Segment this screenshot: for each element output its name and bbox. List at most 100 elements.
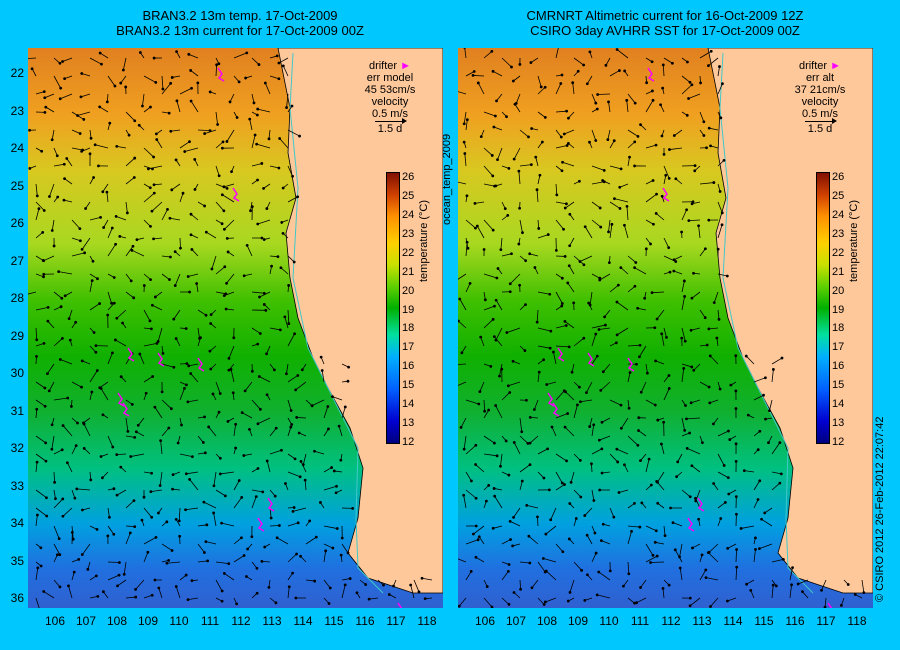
longitude-tick: 107 <box>75 614 97 628</box>
current-vector-head <box>61 60 64 63</box>
current-vector-head <box>94 350 98 354</box>
current-vector-head <box>42 209 46 212</box>
current-vector-head <box>151 375 155 378</box>
current-vector-head <box>184 327 188 330</box>
current-vector-head <box>215 63 219 67</box>
current-vector <box>634 267 647 275</box>
current-vector-head <box>43 386 47 390</box>
current-vector-head <box>140 518 144 522</box>
longitude-tick: 106 <box>474 614 496 628</box>
current-vector-head <box>791 566 794 570</box>
current-vector <box>626 206 629 221</box>
current-vector-head <box>255 142 259 146</box>
left-title-line1: BRAN3.2 13m temp. 17-Oct-2009 <box>142 8 338 23</box>
current-vector-head <box>115 453 119 457</box>
current-vector-head <box>458 604 461 608</box>
current-vector <box>35 399 46 407</box>
current-vector-head <box>715 336 719 340</box>
current-vector <box>323 467 332 473</box>
current-vector <box>143 192 155 203</box>
current-vector-head <box>565 202 568 206</box>
current-vector-head <box>265 207 269 210</box>
current-vector <box>35 91 45 95</box>
current-vector <box>555 345 570 348</box>
current-vector <box>626 100 629 113</box>
current-vector <box>537 561 546 573</box>
current-vector <box>616 49 629 59</box>
current-vector-head <box>462 140 466 144</box>
current-vector <box>519 219 523 233</box>
current-vector-head <box>465 240 469 244</box>
current-vector-head <box>577 179 581 183</box>
current-vector-head <box>253 133 257 137</box>
current-vector-head <box>228 100 232 104</box>
right-longitude-axis: 106 107 108 109 110 111 112 113 114 115 116 117 118 <box>458 614 873 630</box>
current-vector <box>555 390 565 401</box>
current-vector <box>459 298 467 311</box>
current-vector <box>465 471 472 482</box>
current-vector-head <box>281 64 285 68</box>
current-vector <box>537 111 546 118</box>
current-vector <box>323 406 329 419</box>
current-vector <box>287 586 290 599</box>
longitude-tick: 107 <box>505 614 527 628</box>
drifter-track <box>217 67 225 82</box>
current-vector-head <box>599 388 603 392</box>
current-vector-head <box>688 80 692 84</box>
current-vector-head <box>80 553 84 556</box>
current-vector <box>717 453 725 466</box>
current-vector-head <box>616 283 620 287</box>
current-vector-head <box>209 313 213 316</box>
current-vector-head <box>697 517 701 521</box>
current-vector-head <box>88 152 92 156</box>
current-vector-head <box>275 536 279 540</box>
current-vector <box>125 596 136 599</box>
current-vector-head <box>615 447 619 451</box>
current-vector <box>570 471 575 483</box>
current-vector-head <box>463 152 467 155</box>
current-vector-head <box>56 195 60 199</box>
current-vector <box>143 376 153 383</box>
current-vector-head <box>281 231 285 235</box>
current-vector <box>616 301 629 311</box>
current-vector-head <box>458 297 462 301</box>
current-vector-head <box>256 342 260 346</box>
current-vector <box>53 543 61 555</box>
current-vector <box>473 75 485 77</box>
current-vector <box>99 106 109 113</box>
current-vector <box>573 337 585 347</box>
current-vector <box>62 507 73 517</box>
current-vector-head <box>649 242 652 246</box>
current-vector <box>215 381 221 394</box>
current-vector <box>586 75 593 85</box>
current-vector-head <box>326 405 330 408</box>
current-vector <box>555 145 568 149</box>
latitude-tick: 31 <box>10 403 24 418</box>
current-vector-head <box>48 195 51 198</box>
current-vector-head <box>707 126 711 130</box>
current-vector <box>332 396 343 401</box>
current-vector-head <box>595 354 599 358</box>
current-vector <box>107 352 113 365</box>
current-vector-head <box>249 209 252 213</box>
current-vector-head <box>284 482 287 485</box>
current-vector-head <box>173 284 177 287</box>
current-vector <box>699 381 710 388</box>
current-vector <box>53 471 56 483</box>
longitude-tick: 111 <box>630 614 650 628</box>
current-vector-head <box>42 590 46 593</box>
current-vector-head <box>146 167 150 171</box>
current-vector <box>509 521 521 527</box>
current-vector <box>480 336 485 347</box>
current-vector-head <box>160 390 164 394</box>
current-vector-head <box>258 407 262 411</box>
current-vector-head <box>615 333 619 337</box>
current-vector-head <box>682 279 686 283</box>
current-vector-head <box>655 192 658 196</box>
current-vector <box>529 435 539 444</box>
current-vector <box>591 552 597 563</box>
current-vector-head <box>734 442 738 446</box>
current-vector-head <box>63 177 66 181</box>
current-vector <box>458 597 467 607</box>
current-vector <box>161 209 168 221</box>
